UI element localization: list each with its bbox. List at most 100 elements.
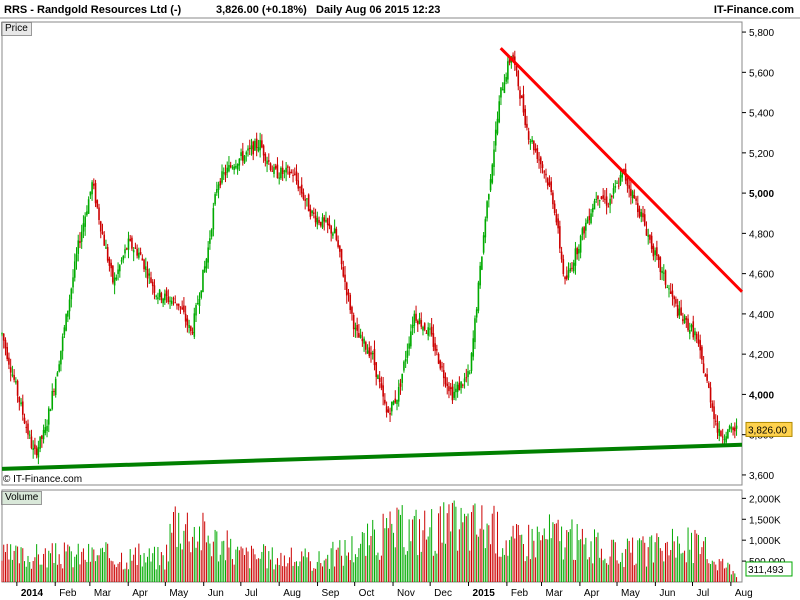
price-candle-body — [164, 293, 166, 301]
price-candle-body — [515, 65, 518, 71]
price-candle-body — [702, 363, 705, 373]
price-candle-body — [352, 314, 355, 330]
price-candle-body — [411, 324, 414, 329]
price-candle-body — [165, 290, 168, 297]
price-panel-border — [1, 21, 743, 486]
price-candle-body — [706, 374, 708, 381]
header-period: Daily Aug 06 2015 12:23 — [316, 4, 441, 16]
time-tick-label: Mar — [94, 588, 112, 599]
price-tick-label: 5,200 — [749, 149, 774, 160]
price-candle-body — [351, 306, 353, 314]
price-candle-body — [619, 174, 622, 185]
price-candle-body — [273, 167, 275, 174]
time-tick-label: Sep — [322, 588, 340, 599]
price-candle-body — [125, 248, 128, 250]
price-candle-body — [399, 383, 402, 387]
price-candle-body — [616, 182, 618, 184]
price-candle-body — [654, 250, 656, 255]
price-candle-body — [349, 294, 352, 311]
price-candle-body — [533, 141, 535, 151]
price-candle-body — [565, 275, 568, 280]
time-tick-label: Feb — [59, 588, 77, 599]
price-candle-body — [676, 305, 679, 317]
price-candle-body — [358, 333, 360, 338]
price-candle-body — [434, 343, 436, 351]
time-tick-label: Jun — [208, 588, 224, 599]
price-candle-body — [302, 192, 305, 200]
last-volume-badge — [745, 561, 793, 577]
price-candle-body — [375, 362, 378, 377]
resistance-trendline — [499, 47, 744, 293]
price-candle-body — [543, 171, 546, 173]
price-candle-body — [734, 427, 736, 432]
price-candle-body — [209, 238, 211, 244]
price-candle-body — [181, 307, 183, 310]
price-candle-body — [590, 213, 592, 224]
price-tick-label: 3,600 — [749, 471, 774, 482]
price-candle-body — [94, 183, 97, 204]
last-volume-label: 311,493 — [748, 565, 784, 576]
price-candle-body — [403, 361, 405, 371]
price-candle-body — [378, 377, 381, 383]
price-candle-body — [576, 248, 578, 255]
price-candle-body — [695, 333, 698, 340]
price-candle-body — [153, 285, 156, 293]
price-candle-body — [306, 198, 308, 200]
price-candle-body — [157, 297, 159, 300]
price-candle-body — [643, 214, 646, 226]
price-candle-body — [701, 346, 703, 360]
price-candle-body — [462, 384, 464, 386]
price-candle-body — [262, 145, 265, 156]
price-candle-body — [210, 229, 213, 237]
price-candle-body — [79, 240, 81, 244]
time-tick-label: Aug — [735, 588, 753, 599]
price-candle-body — [70, 288, 73, 300]
price-candle-body — [13, 375, 15, 380]
time-tick-label: Oct — [359, 588, 375, 599]
price-candle-body — [87, 199, 90, 214]
price-candle-body — [631, 191, 634, 198]
price-candle-body — [687, 318, 689, 331]
price-candle-body — [46, 425, 48, 431]
price-candle-body — [699, 340, 701, 351]
price-candle-body — [600, 196, 603, 199]
price-candle-body — [77, 240, 80, 254]
price-candle-body — [281, 167, 284, 175]
price-candle-body — [373, 349, 376, 366]
price-candle-body — [531, 139, 533, 142]
price-candle-body — [455, 388, 457, 393]
price-candle-body — [259, 140, 261, 151]
price-candle-body — [60, 350, 62, 365]
price-candle-body — [708, 383, 710, 388]
price-candle-body — [688, 329, 691, 334]
price-candle-body — [285, 167, 287, 173]
price-candle-body — [68, 299, 71, 312]
price-candle-body — [326, 218, 329, 226]
price-candle-body — [51, 390, 54, 410]
price-candle-body — [146, 269, 149, 279]
price-candle-body — [190, 326, 192, 332]
price-candle-body — [93, 183, 95, 186]
price-candle-body — [586, 219, 589, 224]
price-candle-body — [448, 386, 450, 392]
price-candle-body — [311, 210, 313, 214]
price-candle-body — [300, 184, 303, 194]
price-candle-body — [690, 324, 693, 328]
price-candle-body — [23, 417, 26, 424]
price-candle-body — [266, 160, 268, 164]
price-candle-body — [477, 282, 480, 311]
price-candle-body — [110, 262, 112, 269]
price-candle-body — [276, 164, 279, 179]
price-tick-label: 4,000 — [749, 390, 774, 401]
price-candle-body — [508, 59, 511, 63]
price-candle-body — [512, 54, 514, 60]
price-candle-body — [423, 323, 426, 330]
price-candle-body — [389, 412, 391, 415]
price-candle-body — [120, 260, 123, 262]
price-candle-body — [617, 185, 620, 187]
price-candle-body — [545, 173, 547, 176]
price-candle-body — [283, 170, 286, 172]
price-candle-body — [614, 185, 617, 188]
price-candle-body — [574, 248, 577, 266]
price-candle-body — [248, 147, 251, 149]
